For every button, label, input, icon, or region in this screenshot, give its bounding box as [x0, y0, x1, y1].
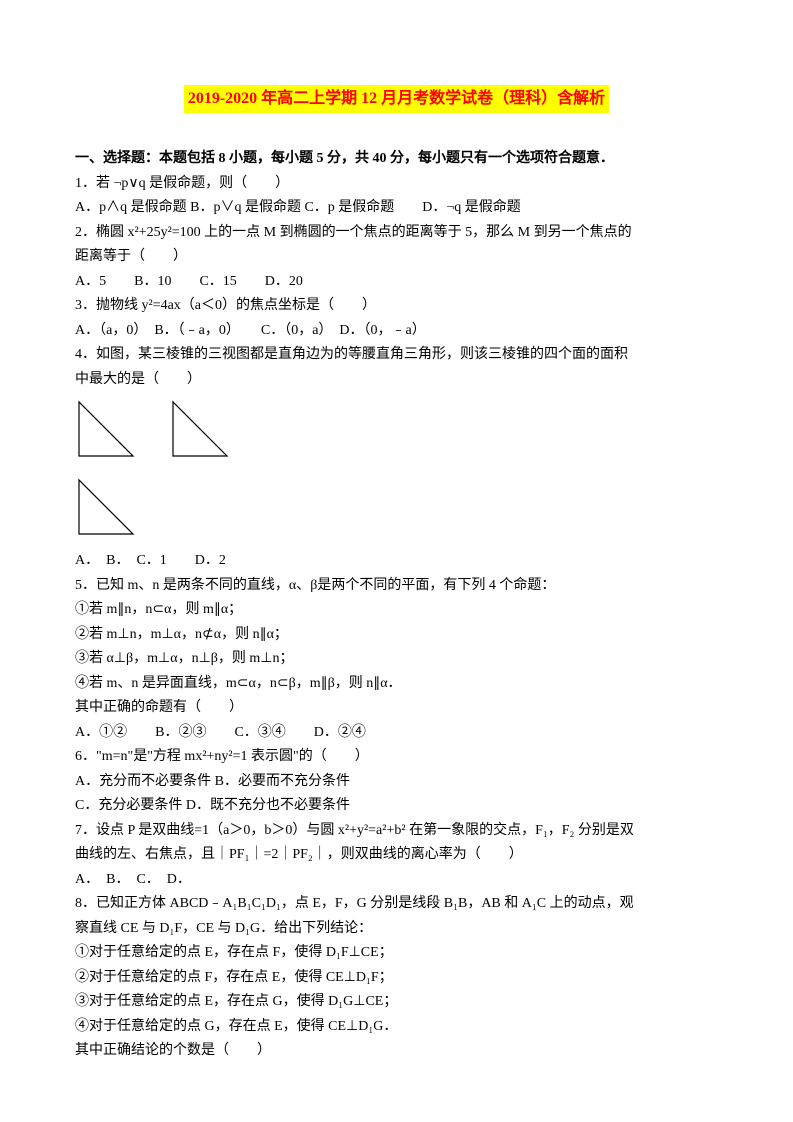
triangle-icon: [169, 398, 231, 460]
q6-optsA: A．充分而不必要条件 B．必要而不充分条件: [75, 770, 718, 795]
q4-line1: 4．如图，某三棱锥的三视图都是直角边为的等腰直角三角形，则该三棱锥的四个面的面积: [75, 343, 718, 368]
q6-optsC: C．充分必要条件 D．既不充分也不必要条件: [75, 794, 718, 819]
q5-stem: 5．已知 m、n 是两条不同的直线，α、β是两个不同的平面，有下列 4 个命题：: [75, 574, 718, 599]
q4-options: A． B． C．1 D．2: [75, 549, 718, 574]
triangle-icon: [75, 476, 137, 538]
q8-p2: ②对于任意给定的点 F，存在点 E，使得 CE⊥D₁F；: [75, 966, 718, 991]
q8-p4: ④对于任意给定的点 G，存在点 E，使得 CE⊥D₁G．: [75, 1015, 718, 1040]
q5-p1: ①若 m∥n，n⊂α，则 m∥α；: [75, 598, 718, 623]
q5-p3: ③若 α⊥β，m⊥α，n⊥β，则 m⊥n；: [75, 647, 718, 672]
triangle-row-1: [75, 398, 718, 470]
triangle-row-2: [75, 476, 718, 548]
q3-stem: 3．抛物线 y²=4ax（a＜0）的焦点坐标是（ ）: [75, 294, 718, 319]
q8-p1: ①对于任意给定的点 E，存在点 F，使得 D₁F⊥CE；: [75, 941, 718, 966]
q2-line2: 距离等于（ ）: [75, 245, 718, 270]
q7-line2: 曲线的左、右焦点，且｜PF₁｜=2｜PF₂｜，则双曲线的离心率为（ ）: [75, 843, 718, 868]
q3-options: A．（a，0） B．（﹣a，0） C．（0，a） D．（0，﹣a）: [75, 319, 718, 344]
q8-line2: 察直线 CE 与 D₁F，CE 与 D₁G．给出下列结论：: [75, 917, 718, 942]
q5-options: A．①② B．②③ C．③④ D．②④: [75, 721, 718, 746]
q6-stem: 6．"m=n"是"方程 mx²+ny²=1 表示圆"的（ ）: [75, 745, 718, 770]
q8-tail: 其中正确结论的个数是（ ）: [75, 1039, 718, 1064]
q5-p4: ④若 m、n 是异面直线，m⊂α，n⊂β，m∥β，则 n∥α．: [75, 672, 718, 697]
q2-line1: 2．椭圆 x²+25y²=100 上的一点 M 到椭圆的一个焦点的距离等于 5，…: [75, 221, 718, 246]
q8-p3: ③对于任意给定的点 E，存在点 G，使得 D₁G⊥CE；: [75, 990, 718, 1015]
q1-options: A．p∧q 是假命题 B．p∨q 是假命题 C．p 是假命题 D．¬q 是假命题: [75, 196, 718, 221]
q4-line2: 中最大的是（ ）: [75, 368, 718, 393]
q7-options: A． B． C． D．: [75, 868, 718, 893]
q1-stem: 1．若 ¬p∨q 是假命题，则（ ）: [75, 172, 718, 197]
q8-line1: 8．已知正方体 ABCD﹣A₁B₁C₁D₁，点 E，F，G 分别是线段 B₁B，…: [75, 892, 718, 917]
section-heading: 一、选择题：本题包括 8 小题，每小题 5 分，共 40 分，每小题只有一个选项…: [75, 147, 718, 172]
q5-tail: 其中正确的命题有（ ）: [75, 696, 718, 721]
q2-options: A．5 B．10 C．15 D．20: [75, 270, 718, 295]
q7-line1: 7．设点 P 是双曲线=1（a＞0，b＞0）与圆 x²+y²=a²+b² 在第一…: [75, 819, 718, 844]
triangle-icon: [75, 398, 137, 460]
q5-p2: ②若 m⊥n，m⊥α，n⊄α，则 n∥α；: [75, 623, 718, 648]
page-title: 2019-2020 年高二上学期 12 月月考数学试卷（理科）含解析: [184, 85, 609, 113]
